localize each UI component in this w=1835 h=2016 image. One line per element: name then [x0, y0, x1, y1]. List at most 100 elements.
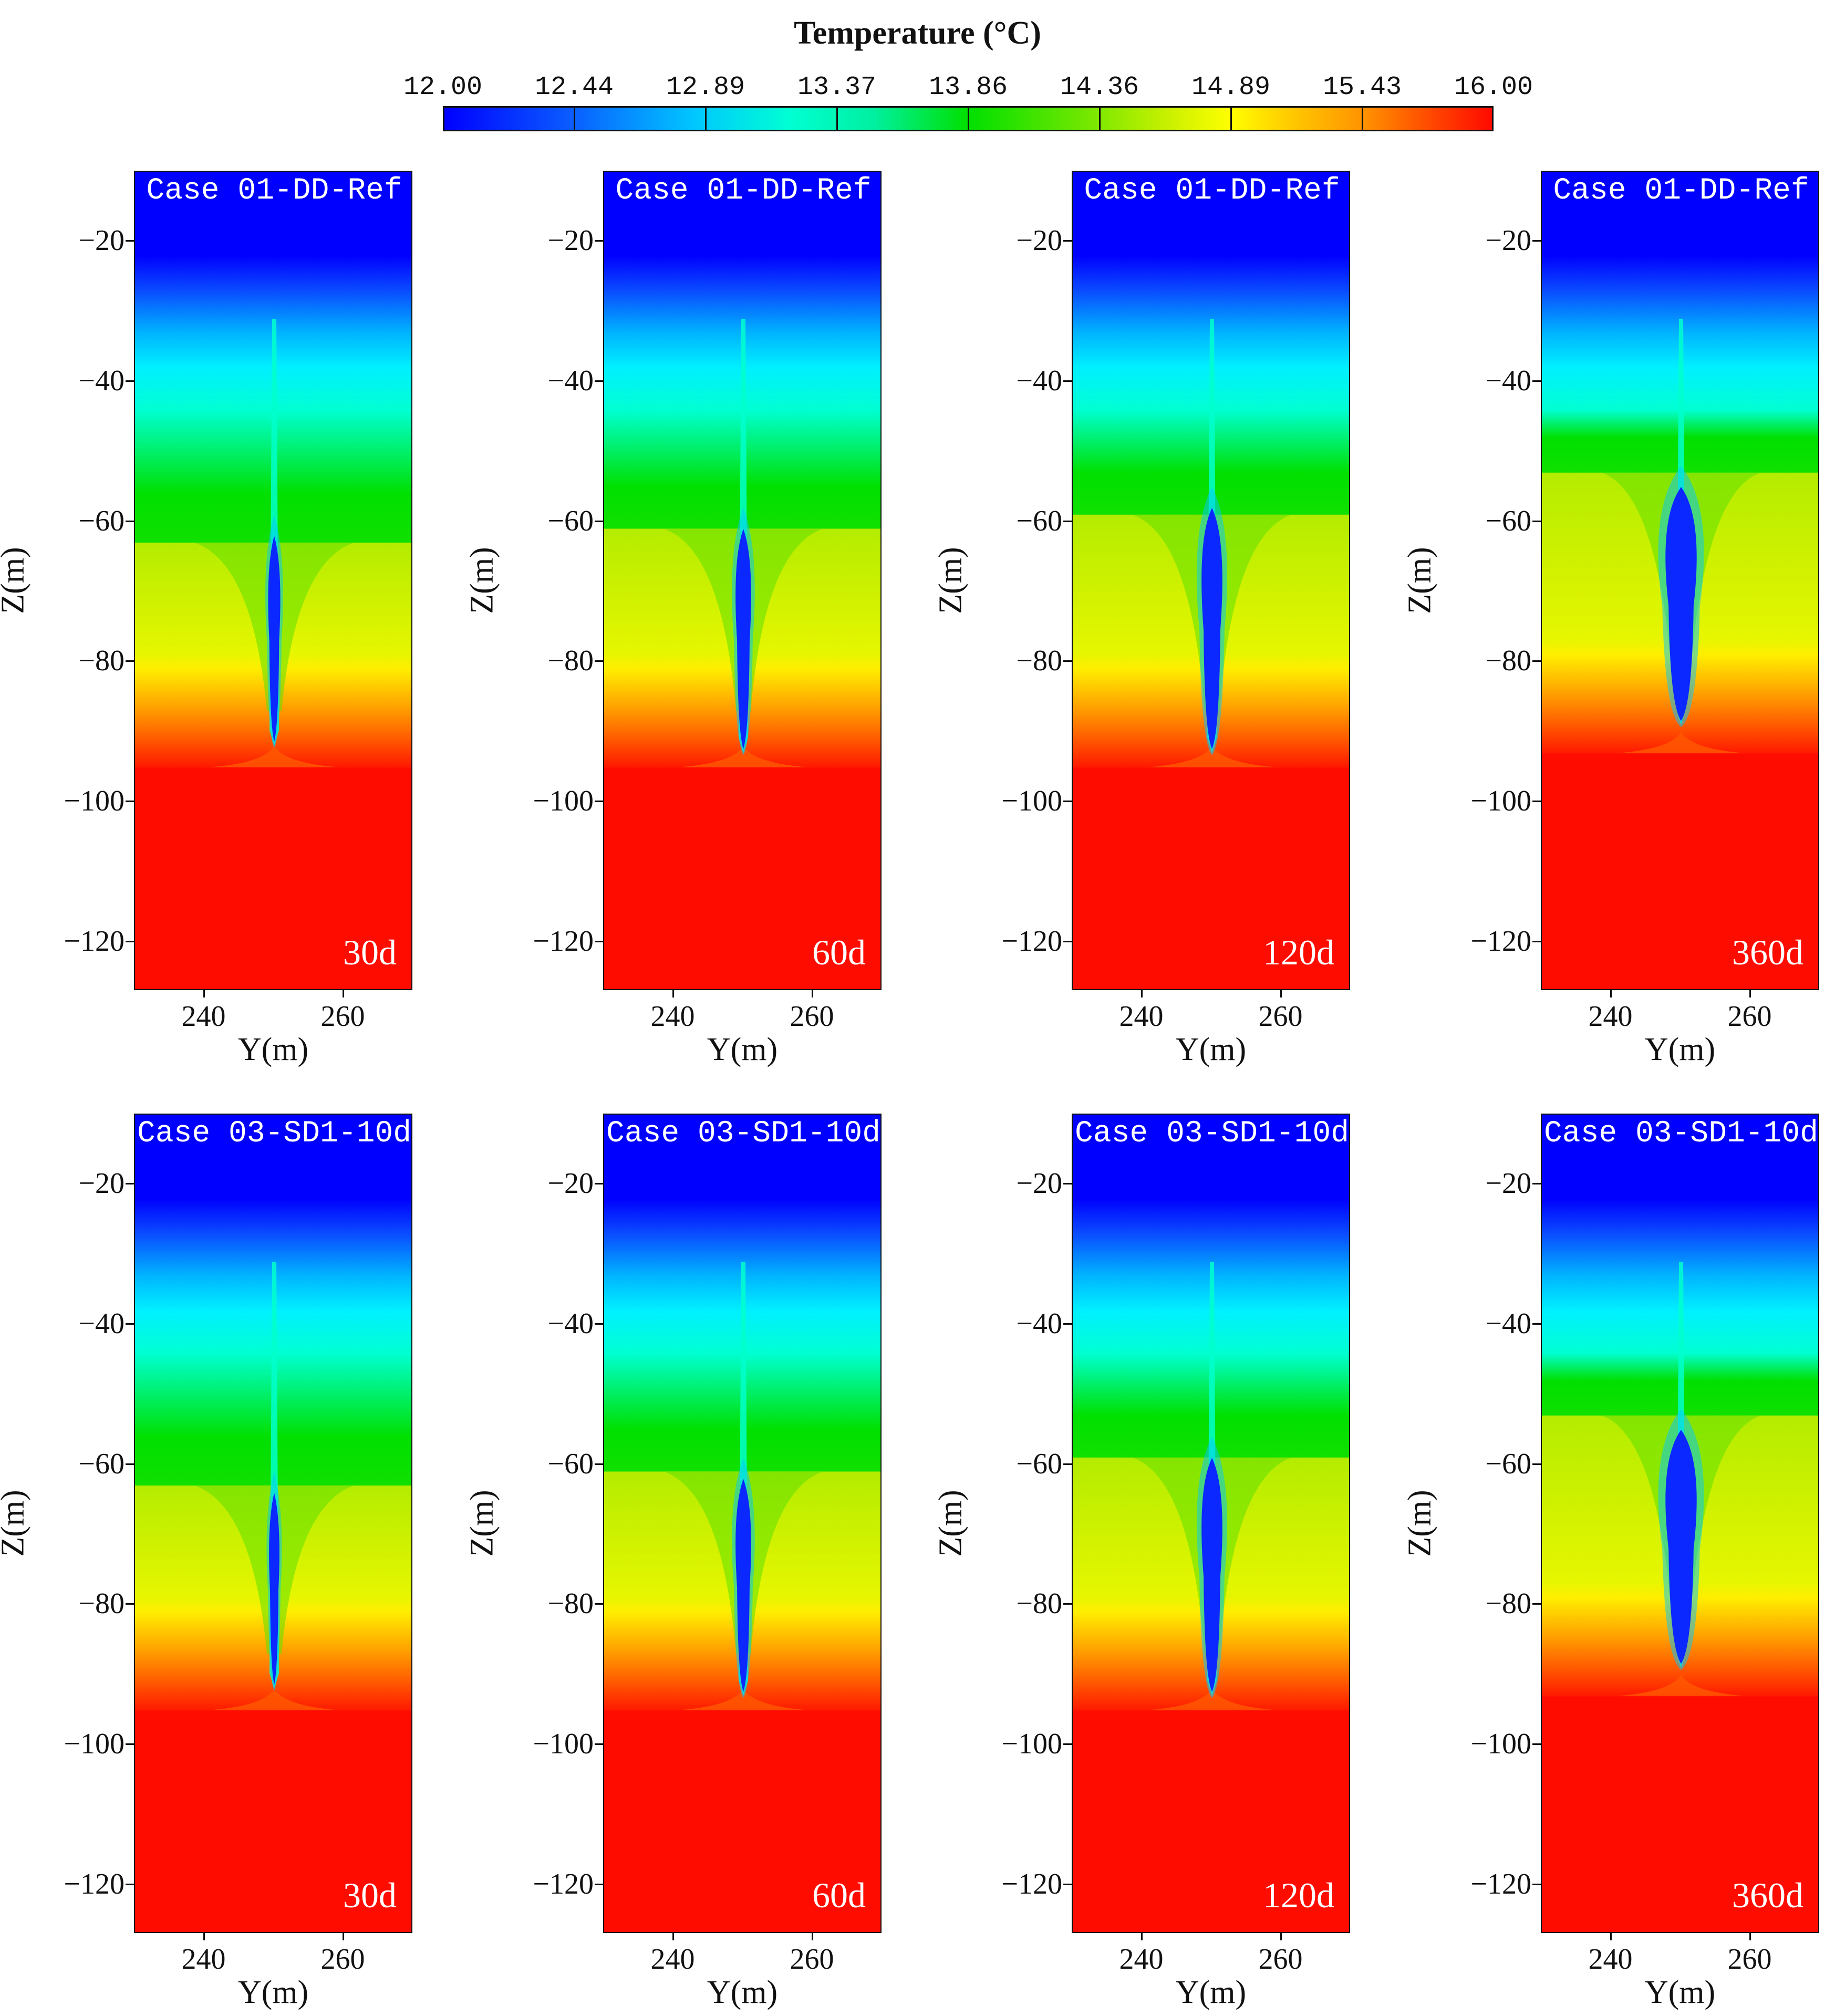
y-tick-mark	[595, 520, 603, 522]
y-tick-label: −80	[1016, 645, 1062, 678]
y-tick-label: −20	[78, 1167, 125, 1200]
y-tick-mark	[126, 1463, 134, 1465]
cold-core	[269, 1493, 279, 1685]
y-tick-label: −20	[1485, 224, 1531, 257]
y-tick-mark	[1063, 1743, 1072, 1745]
x-tick-mark	[811, 1933, 813, 1940]
colorbar-tick-label: 13.37	[797, 72, 877, 102]
x-tick-mark	[1610, 1933, 1612, 1940]
y-tick-mark	[126, 1183, 134, 1185]
y-tick-mark	[1532, 1463, 1541, 1465]
y-tick-label: −120	[64, 924, 125, 958]
y-tick-label: −80	[78, 645, 125, 678]
y-tick-mark	[595, 1323, 603, 1325]
colorbar-separator	[1099, 106, 1101, 131]
x-tick-mark	[1280, 1933, 1282, 1940]
temperature-field	[1542, 1115, 1818, 1932]
bottom-hump	[680, 1689, 806, 1710]
x-tick-label: 260	[790, 1000, 834, 1033]
y-tick-mark	[1063, 660, 1072, 662]
contour-panel: Case 03-SD1-10d 30d −20 −40 −60 −80 −100 −120 24…	[0, 1114, 412, 2010]
y-tick-mark	[1532, 380, 1541, 382]
temperature-field	[604, 172, 880, 989]
y-tick-mark	[1532, 520, 1541, 522]
x-tick-mark	[1141, 990, 1143, 997]
y-tick-mark	[126, 240, 134, 242]
x-axis-label: Y(m)	[1644, 1032, 1716, 1067]
y-tick-label: −40	[547, 1307, 594, 1340]
case-label: Case 01-DD-Ref	[1084, 174, 1340, 208]
y-tick-mark	[1063, 380, 1072, 382]
y-tick-label: −20	[547, 1167, 594, 1200]
case-label: Case 01-DD-Ref	[615, 174, 872, 208]
y-tick-label: −120	[1470, 1867, 1531, 1900]
temperature-field	[1542, 172, 1818, 989]
contour-panel: Case 01-DD-Ref 360d −20 −40 −60 −80 −100 −120 24…	[1402, 171, 1819, 1067]
contour-panel: Case 03-SD1-10d 120d −20 −40 −60 −80 −100 −120 2…	[933, 1114, 1350, 2010]
y-tick-label: −40	[78, 365, 125, 397]
x-axis-label: Y(m)	[707, 1032, 778, 1067]
case-label: Case 03-SD1-10d	[1074, 1117, 1350, 1151]
x-axis-label: Y(m)	[237, 1975, 309, 2010]
y-tick-mark	[1532, 660, 1541, 662]
y-tick-label: −80	[547, 645, 594, 678]
plot-area: Case 03-SD1-10d 60d	[603, 1114, 882, 1933]
x-axis-label: Y(m)	[1175, 1032, 1247, 1067]
contour-panel: Case 03-SD1-10d 360d −20 −40 −60 −80 −100 −120 2…	[1402, 1114, 1819, 2010]
x-tick-label: 240	[1119, 1000, 1164, 1033]
contour-panel: Case 01-DD-Ref 120d −20 −40 −60 −80 −100 −120 24…	[933, 171, 1350, 1067]
x-tick-mark	[672, 1933, 674, 1940]
y-tick-mark	[1532, 1323, 1541, 1325]
y-tick-label: −60	[547, 1447, 594, 1480]
y-tick-mark	[1063, 1323, 1072, 1325]
y-tick-mark	[595, 1463, 603, 1465]
y-tick-mark	[1532, 801, 1541, 802]
bottom-hump	[1618, 1675, 1744, 1696]
x-axis-label: Y(m)	[707, 1975, 778, 2010]
y-tick-label: −120	[64, 1867, 125, 1900]
plot-area: Case 01-DD-Ref 60d	[603, 171, 882, 990]
y-tick-mark	[126, 940, 134, 942]
y-tick-mark	[1532, 1743, 1541, 1745]
y-tick-label: −60	[78, 1447, 125, 1480]
x-tick-label: 240	[181, 1000, 226, 1033]
y-tick-label: −40	[1485, 365, 1531, 397]
time-label: 120d	[1263, 932, 1334, 972]
temperature-field	[1073, 1115, 1349, 1932]
case-label: Case 01-DD-Ref	[1553, 174, 1809, 208]
y-tick-label: −60	[1485, 504, 1531, 537]
contour-panel: Case 01-DD-Ref 30d −20 −40 −60 −80 −100 −120 240…	[0, 171, 412, 1067]
y-tick-mark	[1063, 1183, 1072, 1185]
y-tick-label: −100	[64, 1728, 125, 1760]
colorbar-tick-label: 14.36	[1060, 72, 1139, 102]
y-tick-mark	[595, 380, 603, 382]
y-tick-label: −120	[533, 924, 594, 958]
bottom-hump	[211, 746, 337, 767]
x-tick-label: 240	[650, 1943, 695, 1976]
y-tick-mark	[126, 1883, 134, 1885]
contour-panel: Case 01-DD-Ref 60d −20 −40 −60 −80 −100 −120 240…	[464, 171, 882, 1067]
plot-area: Case 01-DD-Ref 30d	[134, 171, 412, 990]
y-tick-label: −20	[1016, 1167, 1062, 1200]
x-tick-label: 240	[1588, 1943, 1633, 1976]
x-tick-mark	[1749, 990, 1751, 997]
colorbar-tick-label: 16.00	[1454, 72, 1533, 102]
y-tick-label: −40	[1485, 1307, 1531, 1340]
x-tick-label: 240	[650, 1000, 695, 1033]
x-axis-label: Y(m)	[1644, 1975, 1716, 2010]
y-tick-label: −60	[1485, 1447, 1531, 1480]
case-label: Case 03-SD1-10d	[606, 1117, 881, 1151]
y-tick-mark	[595, 940, 603, 942]
y-tick-label: −80	[78, 1587, 125, 1620]
case-label: Case 03-SD1-10d	[137, 1117, 412, 1151]
bottom-hump	[680, 746, 806, 767]
case-label: Case 01-DD-Ref	[146, 174, 402, 208]
x-axis-label: Y(m)	[237, 1032, 309, 1067]
y-tick-mark	[126, 380, 134, 382]
y-tick-label: −40	[1016, 365, 1062, 397]
x-tick-label: 260	[1258, 1943, 1303, 1976]
cold-core	[1201, 508, 1222, 749]
y-tick-mark	[595, 240, 603, 242]
colorbar-separator	[836, 106, 838, 131]
